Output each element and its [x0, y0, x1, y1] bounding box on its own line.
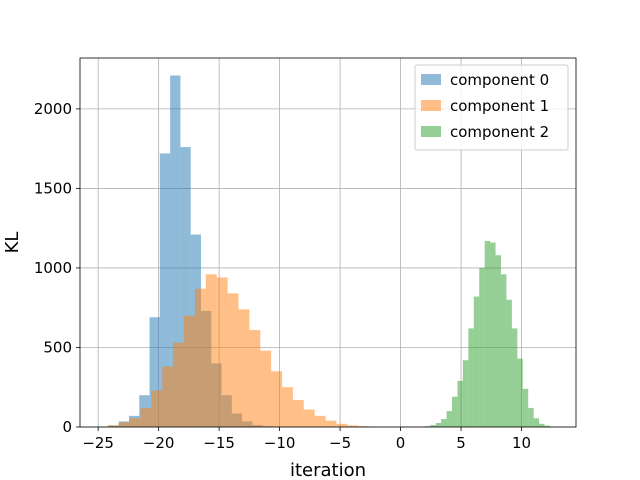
bar-series-2-bin-10 [479, 267, 485, 427]
y-tick-label-0: 0 [62, 418, 72, 436]
x-tick-label-1: −20 [143, 434, 175, 452]
bar-series-1-bin-21 [336, 423, 348, 427]
bar-series-1-bin-10 [216, 277, 228, 427]
bar-series-1-bin-5 [162, 366, 174, 427]
bar-series-1-bin-15 [271, 371, 283, 427]
bar-series-2-bin-12 [490, 242, 496, 427]
legend-label-0: component 0 [450, 71, 549, 89]
y-tick-label-2: 1000 [34, 259, 72, 277]
bar-series-1-bin-14 [260, 350, 272, 427]
bar-series-1-bin-7 [184, 315, 195, 427]
bar-series-0-bin-8 [180, 147, 191, 427]
x-tick-label-7: 10 [512, 434, 531, 452]
bar-series-1-bin-13 [249, 329, 261, 427]
bar-series-2-bin-16 [511, 328, 518, 427]
bar-series-1-bin-20 [325, 420, 337, 427]
bar-series-2-bin-11 [484, 240, 491, 427]
bar-series-1-bin-2 [129, 418, 141, 427]
bar-series-2-bin-15 [506, 299, 512, 427]
bar-series-1-bin-12 [238, 309, 250, 427]
x-axis-label: iteration [290, 460, 366, 480]
legend-swatch-0 [421, 74, 441, 85]
bar-series-2-bin-7 [462, 360, 469, 427]
bar-series-2-bin-6 [457, 380, 463, 427]
bar-series-2-bin-3 [441, 419, 447, 427]
bar-series-1-bin-8 [194, 288, 206, 427]
bar-series-1-bin-11 [227, 293, 239, 427]
bar-series-0-bin-7 [170, 75, 181, 427]
bar-series-2-bin-17 [517, 358, 523, 427]
x-tick-label-2: −15 [203, 434, 235, 452]
bar-series-2-bin-21 [539, 423, 545, 427]
bar-series-1-bin-3 [140, 407, 152, 427]
bar-series-2-bin-14 [500, 274, 507, 427]
x-axis-ticks: −25 −20 −15 −10 −5 0 5 10 [82, 427, 531, 452]
bar-series-0-bin-5 [149, 317, 160, 427]
x-tick-label-0: −25 [82, 434, 114, 452]
bar-series-1-bin-17 [292, 399, 304, 427]
x-tick-label-6: 5 [456, 434, 466, 452]
bar-series-2-bin-8 [468, 328, 474, 427]
bar-series-1-bin-9 [205, 274, 217, 427]
bar-series-1-bin-18 [303, 409, 315, 427]
bar-series-0-bin-6 [159, 153, 171, 427]
bar-series-1-bin-0 [107, 425, 119, 427]
legend: component 0 component 1 component 2 [414, 64, 569, 151]
bar-series-1-bin-6 [173, 342, 185, 427]
y-tick-label-1: 500 [43, 338, 72, 356]
bar-series-2-bin-13 [495, 255, 501, 427]
bar-series-2-bin-2 [435, 423, 442, 427]
bar-series-2-bin-4 [446, 411, 452, 427]
bar-series-2-bin-20 [533, 418, 540, 427]
bar-series-1-bin-19 [314, 415, 326, 427]
legend-label-2: component 2 [450, 123, 549, 141]
legend-label-1: component 1 [450, 97, 549, 115]
y-axis-label: KL [2, 232, 23, 254]
x-tick-label-4: −5 [329, 434, 351, 452]
bar-series-2-bin-22 [544, 425, 550, 427]
bar-series-1-bin-1 [118, 422, 130, 427]
legend-swatch-1 [421, 100, 441, 111]
legend-swatch-2 [421, 126, 441, 137]
bar-series-1-bin-4 [151, 390, 163, 427]
x-tick-label-3: −10 [264, 434, 296, 452]
bars [98, 75, 550, 427]
bar-series-2-bin-18 [522, 388, 529, 427]
bar-series-2-bin-9 [473, 296, 480, 427]
y-tick-label-4: 2000 [34, 100, 72, 118]
plot-frame [79, 57, 577, 428]
bar-series-1-bin-22 [347, 425, 359, 427]
y-tick-label-3: 1500 [34, 179, 72, 197]
legend-box [414, 64, 569, 151]
bar-series-1-bin-16 [282, 387, 293, 427]
bar-series-2-bin-5 [452, 396, 458, 427]
bar-series-2-bin-19 [528, 407, 534, 427]
y-axis-ticks: 0 500 1000 1500 2000 [34, 100, 80, 436]
bar-series-2-bin-1 [430, 425, 436, 427]
x-tick-label-5: 0 [396, 434, 406, 452]
